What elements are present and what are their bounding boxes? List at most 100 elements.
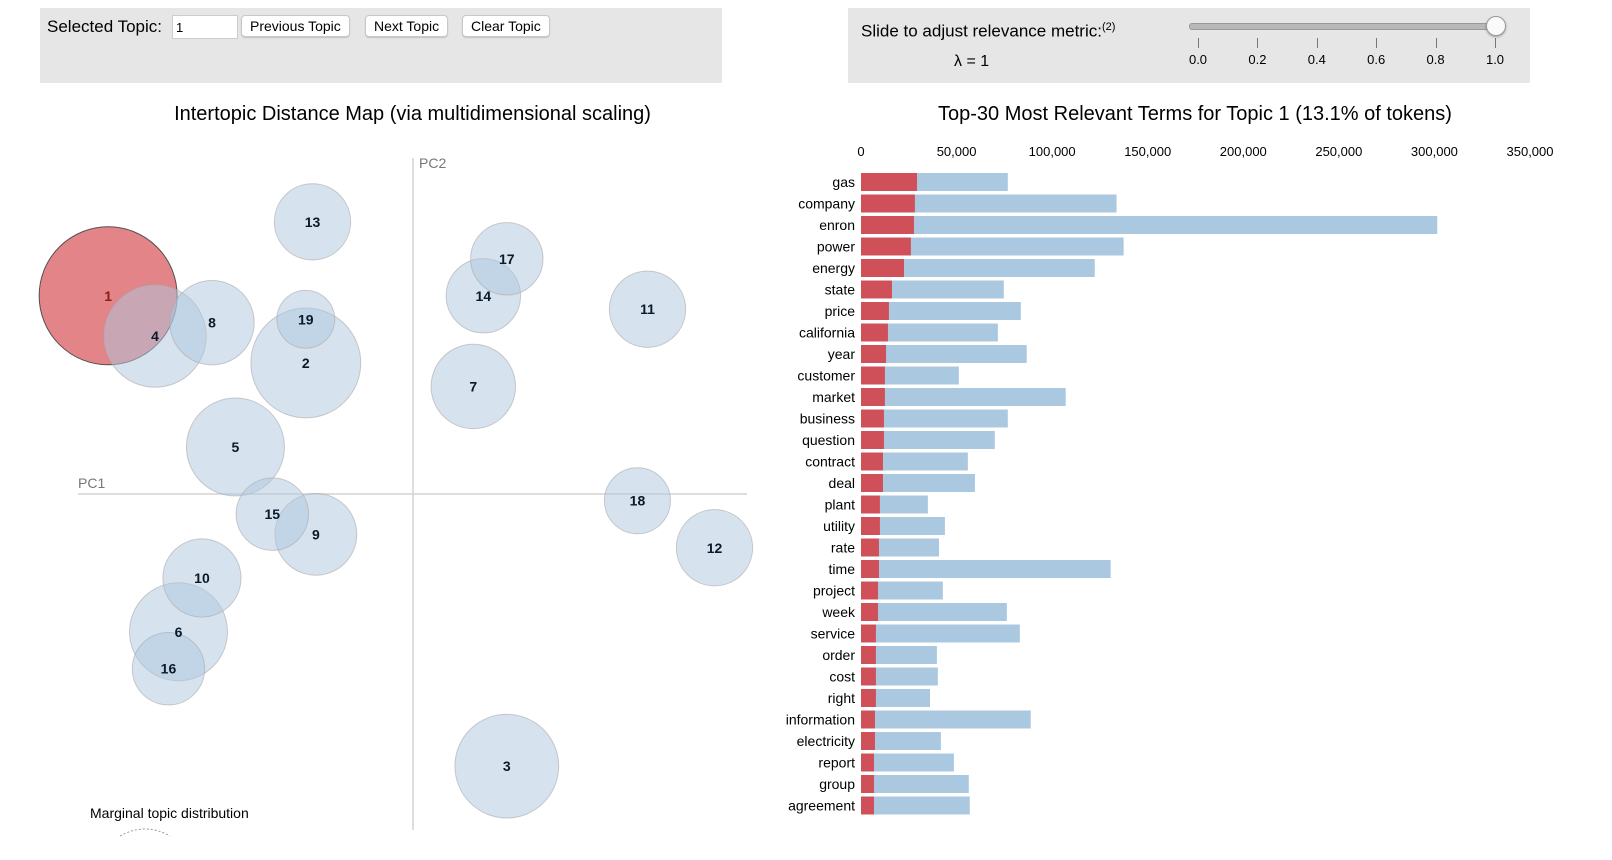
overall-frequency-bar[interactable]: [861, 753, 954, 772]
term-label[interactable]: cost: [829, 669, 855, 685]
topic-circle-18[interactable]: [603, 467, 671, 535]
overall-frequency-bar[interactable]: [861, 302, 1021, 320]
topic-frequency-bar[interactable]: [861, 474, 883, 492]
overall-frequency-bar[interactable]: [861, 323, 998, 342]
term-label[interactable]: california: [799, 325, 855, 341]
topic-frequency-bar[interactable]: [861, 624, 876, 643]
topic-circle-12[interactable]: [675, 509, 754, 587]
overall-frequency-bar[interactable]: [861, 538, 939, 557]
term-label[interactable]: report: [818, 755, 855, 771]
topic-frequency-bar[interactable]: [861, 710, 875, 729]
topic-frequency-bar[interactable]: [861, 302, 889, 320]
topic-frequency-bar[interactable]: [861, 667, 876, 686]
overall-frequency-bar[interactable]: [861, 603, 1007, 621]
topic-circle-19[interactable]: [276, 289, 336, 349]
next-topic-button[interactable]: Next Topic: [365, 15, 449, 37]
term-label[interactable]: market: [812, 389, 855, 405]
topic-frequency-bar[interactable]: [861, 366, 885, 385]
topic-frequency-bar[interactable]: [861, 452, 883, 471]
term-label[interactable]: energy: [812, 260, 855, 276]
term-label[interactable]: year: [828, 346, 856, 362]
topic-frequency-bar[interactable]: [861, 689, 876, 707]
topic-circle-15[interactable]: [235, 477, 309, 551]
topic-circle-17[interactable]: [470, 222, 544, 296]
term-label[interactable]: enron: [819, 217, 855, 233]
topic-circle-3[interactable]: [454, 713, 560, 819]
topic-circle-5[interactable]: [185, 397, 285, 497]
overall-frequency-bar[interactable]: [861, 689, 931, 707]
topic-frequency-bar[interactable]: [861, 173, 918, 191]
topic-frequency-bar[interactable]: [861, 581, 879, 600]
term-label[interactable]: electricity: [797, 733, 855, 749]
overall-frequency-bar[interactable]: [861, 452, 968, 471]
term-label[interactable]: agreement: [788, 798, 855, 814]
topic-circle-7[interactable]: [430, 343, 516, 430]
term-label[interactable]: project: [813, 583, 855, 599]
topic-frequency-bar[interactable]: [861, 538, 879, 557]
topic-frequency-bar[interactable]: [861, 517, 880, 535]
term-label[interactable]: order: [822, 647, 855, 663]
term-label[interactable]: information: [786, 712, 855, 728]
topic-frequency-bar[interactable]: [861, 280, 892, 299]
term-label[interactable]: contract: [805, 454, 855, 470]
overall-frequency-bar[interactable]: [861, 624, 1020, 643]
overall-frequency-bar[interactable]: [861, 474, 975, 492]
topic-frequency-bar[interactable]: [861, 495, 880, 514]
topic-circle-10[interactable]: [162, 538, 242, 618]
term-label[interactable]: power: [817, 239, 855, 255]
topic-circle-11[interactable]: [608, 270, 687, 348]
overall-frequency-bar[interactable]: [861, 194, 1117, 213]
previous-topic-button[interactable]: Previous Topic: [241, 15, 350, 37]
topic-frequency-bar[interactable]: [861, 775, 874, 793]
topic-frequency-bar[interactable]: [861, 603, 879, 621]
overall-frequency-bar[interactable]: [861, 710, 1031, 729]
term-label[interactable]: business: [800, 411, 855, 427]
term-label[interactable]: state: [825, 282, 856, 298]
selected-topic-input[interactable]: [172, 15, 238, 39]
topic-frequency-bar[interactable]: [861, 732, 875, 750]
topic-frequency-bar[interactable]: [861, 388, 885, 406]
term-label[interactable]: question: [802, 432, 855, 448]
footnote-link[interactable]: (2): [1101, 21, 1116, 33]
overall-frequency-bar[interactable]: [861, 237, 1124, 256]
topic-frequency-bar[interactable]: [861, 646, 876, 664]
overall-frequency-bar[interactable]: [861, 581, 943, 600]
overall-frequency-bar[interactable]: [861, 732, 941, 750]
overall-frequency-bar[interactable]: [861, 366, 959, 385]
overall-frequency-bar[interactable]: [861, 345, 1027, 363]
overall-frequency-bar[interactable]: [861, 667, 938, 686]
topic-frequency-bar[interactable]: [861, 796, 874, 815]
overall-frequency-bar[interactable]: [861, 216, 1438, 234]
term-label[interactable]: rate: [831, 540, 855, 556]
overall-frequency-bar[interactable]: [861, 517, 945, 535]
overall-frequency-bar[interactable]: [861, 409, 1008, 428]
term-label[interactable]: right: [828, 690, 855, 706]
topic-circle-8[interactable]: [169, 279, 255, 366]
topic-frequency-bar[interactable]: [861, 237, 911, 256]
topic-frequency-bar[interactable]: [861, 259, 905, 277]
overall-frequency-bar[interactable]: [861, 431, 995, 449]
overall-frequency-bar[interactable]: [861, 646, 937, 664]
overall-frequency-bar[interactable]: [861, 280, 1004, 299]
term-label[interactable]: utility: [823, 518, 855, 534]
term-label[interactable]: time: [829, 561, 856, 577]
topic-circle-16[interactable]: [131, 632, 206, 706]
clear-topic-button[interactable]: Clear Topic: [462, 15, 550, 37]
term-label[interactable]: company: [798, 196, 855, 212]
topic-frequency-bar[interactable]: [861, 345, 887, 363]
relevance-slider-thumb[interactable]: [1486, 16, 1506, 36]
term-label[interactable]: plant: [825, 497, 855, 513]
term-label[interactable]: price: [825, 303, 856, 319]
term-label[interactable]: week: [821, 604, 856, 620]
topic-frequency-bar[interactable]: [861, 323, 888, 342]
overall-frequency-bar[interactable]: [861, 775, 969, 793]
overall-frequency-bar[interactable]: [861, 560, 1111, 578]
topic-frequency-bar[interactable]: [861, 216, 914, 234]
topic-frequency-bar[interactable]: [861, 431, 884, 449]
topic-frequency-bar[interactable]: [861, 194, 915, 213]
topic-frequency-bar[interactable]: [861, 560, 879, 578]
term-label[interactable]: service: [811, 626, 856, 642]
overall-frequency-bar[interactable]: [861, 796, 970, 815]
topic-frequency-bar[interactable]: [861, 409, 884, 428]
topic-circle-13[interactable]: [273, 183, 352, 261]
